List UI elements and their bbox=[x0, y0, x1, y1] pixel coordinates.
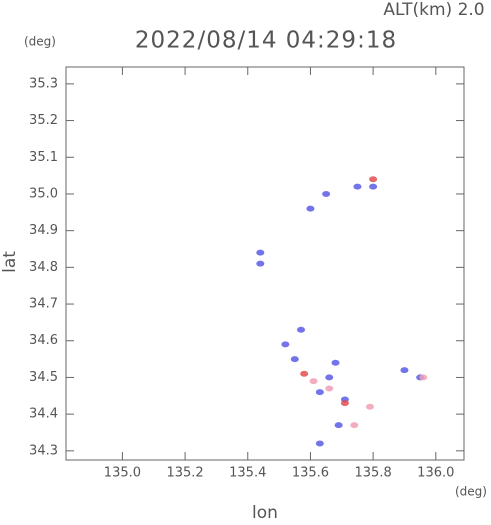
echo-point bbox=[315, 440, 324, 447]
echo-point bbox=[309, 378, 318, 385]
echo-point bbox=[369, 183, 378, 190]
echo-point bbox=[256, 260, 265, 267]
y-tick-label: 34.9 bbox=[29, 223, 58, 238]
echo-point bbox=[325, 374, 334, 381]
echo-point bbox=[297, 326, 306, 333]
echo-point bbox=[365, 403, 374, 410]
chart-title: 2022/08/14 04:29:18 bbox=[135, 28, 397, 54]
echo-point bbox=[369, 176, 378, 183]
y-tick-label: 34.3 bbox=[29, 443, 58, 458]
x-tick-label: 135.8 bbox=[355, 466, 392, 481]
altitude-label: ALT(km) 2.0 bbox=[383, 0, 484, 20]
echo-point bbox=[281, 341, 290, 348]
echo-point bbox=[300, 370, 309, 377]
echo-point bbox=[400, 367, 409, 374]
y-tick-label: 35.3 bbox=[29, 76, 58, 91]
echo-point bbox=[290, 356, 299, 363]
y-tick-label: 34.5 bbox=[29, 370, 58, 385]
echo-point bbox=[306, 205, 315, 212]
y-tick-label: 34.7 bbox=[29, 297, 58, 312]
y-tick-label: 35.1 bbox=[29, 150, 58, 165]
echo-point bbox=[325, 385, 334, 392]
echo-point bbox=[419, 374, 428, 381]
y-tick-label: 34.4 bbox=[29, 407, 58, 422]
echo-point bbox=[256, 249, 265, 256]
echo-point bbox=[353, 183, 362, 190]
y-axis-label: lat bbox=[0, 251, 20, 273]
echo-point bbox=[350, 422, 359, 429]
x-tick-label: 135.0 bbox=[104, 466, 141, 481]
y-tick-label: 35.2 bbox=[29, 113, 58, 128]
y-tick-label: 34.8 bbox=[29, 260, 58, 275]
x-axis-label: lon bbox=[252, 503, 278, 521]
echo-point bbox=[334, 422, 343, 429]
echo-point bbox=[340, 400, 349, 407]
x-unit: (deg) bbox=[455, 485, 487, 499]
y-tick-label: 34.6 bbox=[29, 333, 58, 348]
echo-point bbox=[331, 359, 340, 366]
plot-frame bbox=[65, 66, 465, 461]
y-tick-label: 35.0 bbox=[29, 186, 58, 201]
x-tick-label: 135.4 bbox=[229, 466, 266, 481]
y-unit: (deg) bbox=[24, 35, 56, 49]
echo-point bbox=[315, 389, 324, 396]
echo-point bbox=[322, 190, 331, 197]
x-tick-label: 135.6 bbox=[292, 466, 329, 481]
x-tick-label: 135.2 bbox=[166, 466, 203, 481]
x-tick-label: 136.0 bbox=[417, 466, 454, 481]
